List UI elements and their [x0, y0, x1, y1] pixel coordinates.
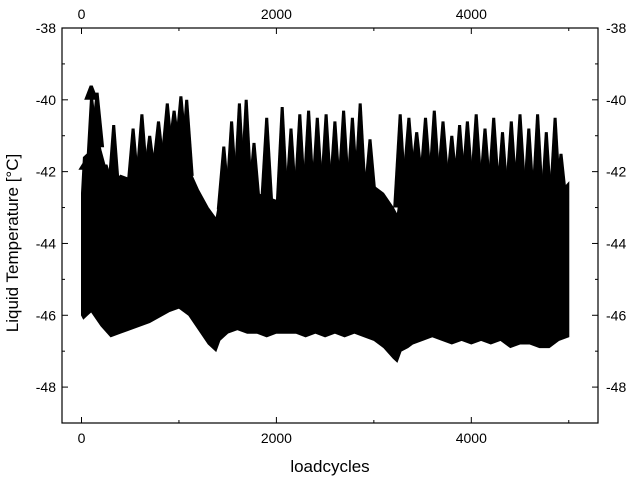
y-tick-label-right-5: -48	[606, 379, 626, 395]
plot-layer	[78, 85, 570, 363]
spike-1	[84, 85, 99, 100]
y-tick-label-left-2: -42	[36, 164, 56, 180]
x-tick-label-bottom-0: 0	[78, 430, 86, 446]
spike-18	[259, 117, 274, 212]
x-tick-label-top-0: 0	[78, 6, 86, 22]
y-tick-label-right-4: -46	[606, 307, 626, 323]
spike-4	[106, 125, 121, 198]
y-tick-label-right-2: -42	[606, 164, 626, 180]
y-tick-label-left-1: -40	[36, 92, 56, 108]
y-tick-label-left-3: -44	[36, 235, 56, 251]
x-tick-label-bottom-2: 4000	[456, 430, 487, 446]
x-tick-label-top-2: 4000	[456, 6, 487, 22]
x-tick-label-bottom-1: 2000	[261, 430, 292, 446]
spike-29	[363, 139, 377, 201]
y-tick-label-left-4: -46	[36, 307, 56, 323]
x-axis-title: loadcycles	[290, 457, 369, 476]
y-tick-label-left-0: -38	[36, 20, 56, 36]
y-tick-label-left-5: -48	[36, 379, 56, 395]
spike-0	[78, 160, 93, 170]
spike-35	[436, 121, 450, 190]
axis-layer: 0 0 2000 2000 4000 4000 -38 -38 -40 -40 -42 -42 -44 -…	[36, 6, 627, 446]
spike-44	[513, 114, 527, 204]
y-tick-label-right-1: -40	[606, 92, 626, 108]
spike-28	[353, 103, 368, 202]
spike-12	[179, 99, 194, 176]
spike-39	[469, 114, 484, 197]
x-tick-label-top-1: 2000	[261, 6, 292, 22]
y-tick-label-right-0: -38	[606, 20, 626, 36]
y-axis-title: Liquid Temperature [°C]	[3, 154, 22, 332]
spike-49	[554, 153, 568, 206]
spike-46	[530, 114, 545, 215]
y-tick-label-right-3: -44	[606, 235, 626, 251]
plot-frame	[61, 27, 599, 424]
spike-2	[90, 92, 105, 148]
spike-17	[247, 142, 261, 207]
spike-41	[486, 117, 501, 200]
